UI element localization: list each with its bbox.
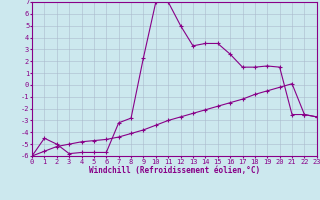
X-axis label: Windchill (Refroidissement éolien,°C): Windchill (Refroidissement éolien,°C)	[89, 166, 260, 175]
